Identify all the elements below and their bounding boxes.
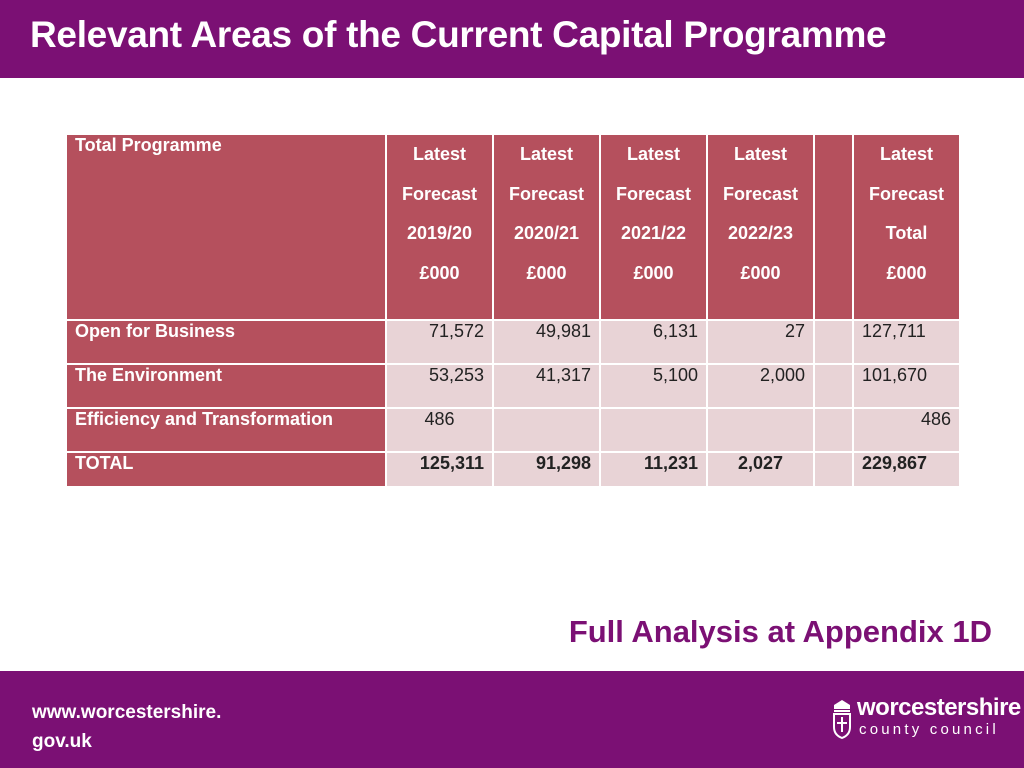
row-label: The Environment <box>67 365 385 407</box>
cell-value: 11,231 <box>601 453 706 486</box>
cell-value: 229,867 <box>854 453 959 486</box>
table-row: The Environment 53,253 41,317 5,100 2,00… <box>67 365 959 407</box>
capital-programme-table: Total Programme Latest Forecast 2019/20 £00… <box>65 133 961 488</box>
cell-value: 41,317 <box>494 365 599 407</box>
crest-icon <box>833 700 851 739</box>
footer-bar: www.worcestershire. gov.uk worcestershir… <box>0 671 1024 768</box>
cell-value <box>494 409 599 451</box>
council-logo: worcestershire county council <box>832 694 1021 743</box>
footer-url-line2: gov.uk <box>32 731 92 752</box>
title-bar: Relevant Areas of the Current Capital Pr… <box>0 0 1024 78</box>
appendix-note: Full Analysis at Appendix 1D <box>568 614 992 649</box>
cell-blank <box>815 453 852 486</box>
cell-value <box>708 409 813 451</box>
row-label: Efficiency and Transformation <box>67 409 385 451</box>
footer-website: www.worcestershire. gov.uk <box>32 698 262 756</box>
row-label: Open for Business <box>67 321 385 363</box>
cell-value: 5,100 <box>601 365 706 407</box>
cell-value: 101,670 <box>854 365 959 407</box>
slide-title: Relevant Areas of the Current Capital Pr… <box>30 14 887 55</box>
cell-value: 91,298 <box>494 453 599 486</box>
header-2021-22: Latest Forecast 2021/22 £000 <box>601 135 706 319</box>
cell-value: 127,711 <box>854 321 959 363</box>
cell-blank <box>815 321 852 363</box>
cell-blank <box>815 365 852 407</box>
cell-value: 2,027 <box>708 453 813 486</box>
header-2022-23: Latest Forecast 2022/23 £000 <box>708 135 813 319</box>
cell-value: 53,253 <box>387 365 492 407</box>
header-blank <box>815 135 852 319</box>
logo-subtitle: county council <box>859 721 999 738</box>
cell-value: 2,000 <box>708 365 813 407</box>
table-row: Efficiency and Transformation 486 486 <box>67 409 959 451</box>
header-total: Latest Forecast Total £000 <box>854 135 959 319</box>
cell-value: 71,572 <box>387 321 492 363</box>
cell-value: 125,311 <box>387 453 492 486</box>
cell-value: 49,981 <box>494 321 599 363</box>
row-label: TOTAL <box>67 453 385 486</box>
cell-blank <box>815 409 852 451</box>
header-2020-21: Latest Forecast 2020/21 £000 <box>494 135 599 319</box>
footer-url-line1: www.worcestershire. <box>32 702 222 723</box>
table-row-total: TOTAL 125,311 91,298 11,231 2,027 229,86… <box>67 453 959 486</box>
logo-wordmark: worcestershire <box>857 694 1021 721</box>
header-total-programme: Total Programme <box>67 135 385 319</box>
table-row: Open for Business 71,572 49,981 6,131 27… <box>67 321 959 363</box>
cell-value <box>601 409 706 451</box>
table-header-row: Total Programme Latest Forecast 2019/20 £00… <box>67 135 959 319</box>
cell-value: 486 <box>854 409 959 451</box>
cell-value: 6,131 <box>601 321 706 363</box>
cell-value: 27 <box>708 321 813 363</box>
header-2019-20: Latest Forecast 2019/20 £000 <box>387 135 492 319</box>
cell-value: 486 <box>387 409 492 451</box>
